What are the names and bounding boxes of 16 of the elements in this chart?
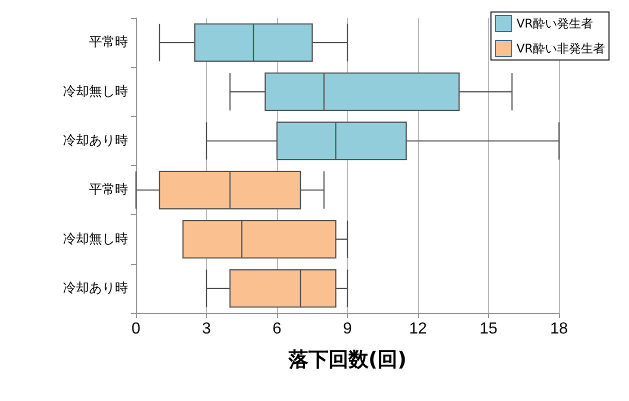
x-tick-label: 6 [272,320,282,338]
y-tick-label: 冷却無し時 [63,232,128,247]
x-tick-label: 12 [409,320,427,338]
x-tick-label: 9 [343,320,352,338]
y-tick-label: 平常時 [89,182,128,198]
x-axis-title: 落下回数(回) [287,347,407,371]
y-tick-label: 冷却あり時 [63,280,128,296]
x-tick-label: 15 [480,320,498,338]
legend-label: VR酔い発生者 [516,16,593,30]
x-tick-label: 3 [202,320,212,338]
x-tick-label: 18 [550,320,568,338]
y-tick-label: 冷却無し時 [63,84,128,100]
y-tick-label: 平常時 [89,35,128,50]
legend-label: VR酔い非発生者 [516,42,605,56]
x-tick-label: 0 [132,320,141,338]
y-tick-label: 冷却あり時 [63,133,128,148]
